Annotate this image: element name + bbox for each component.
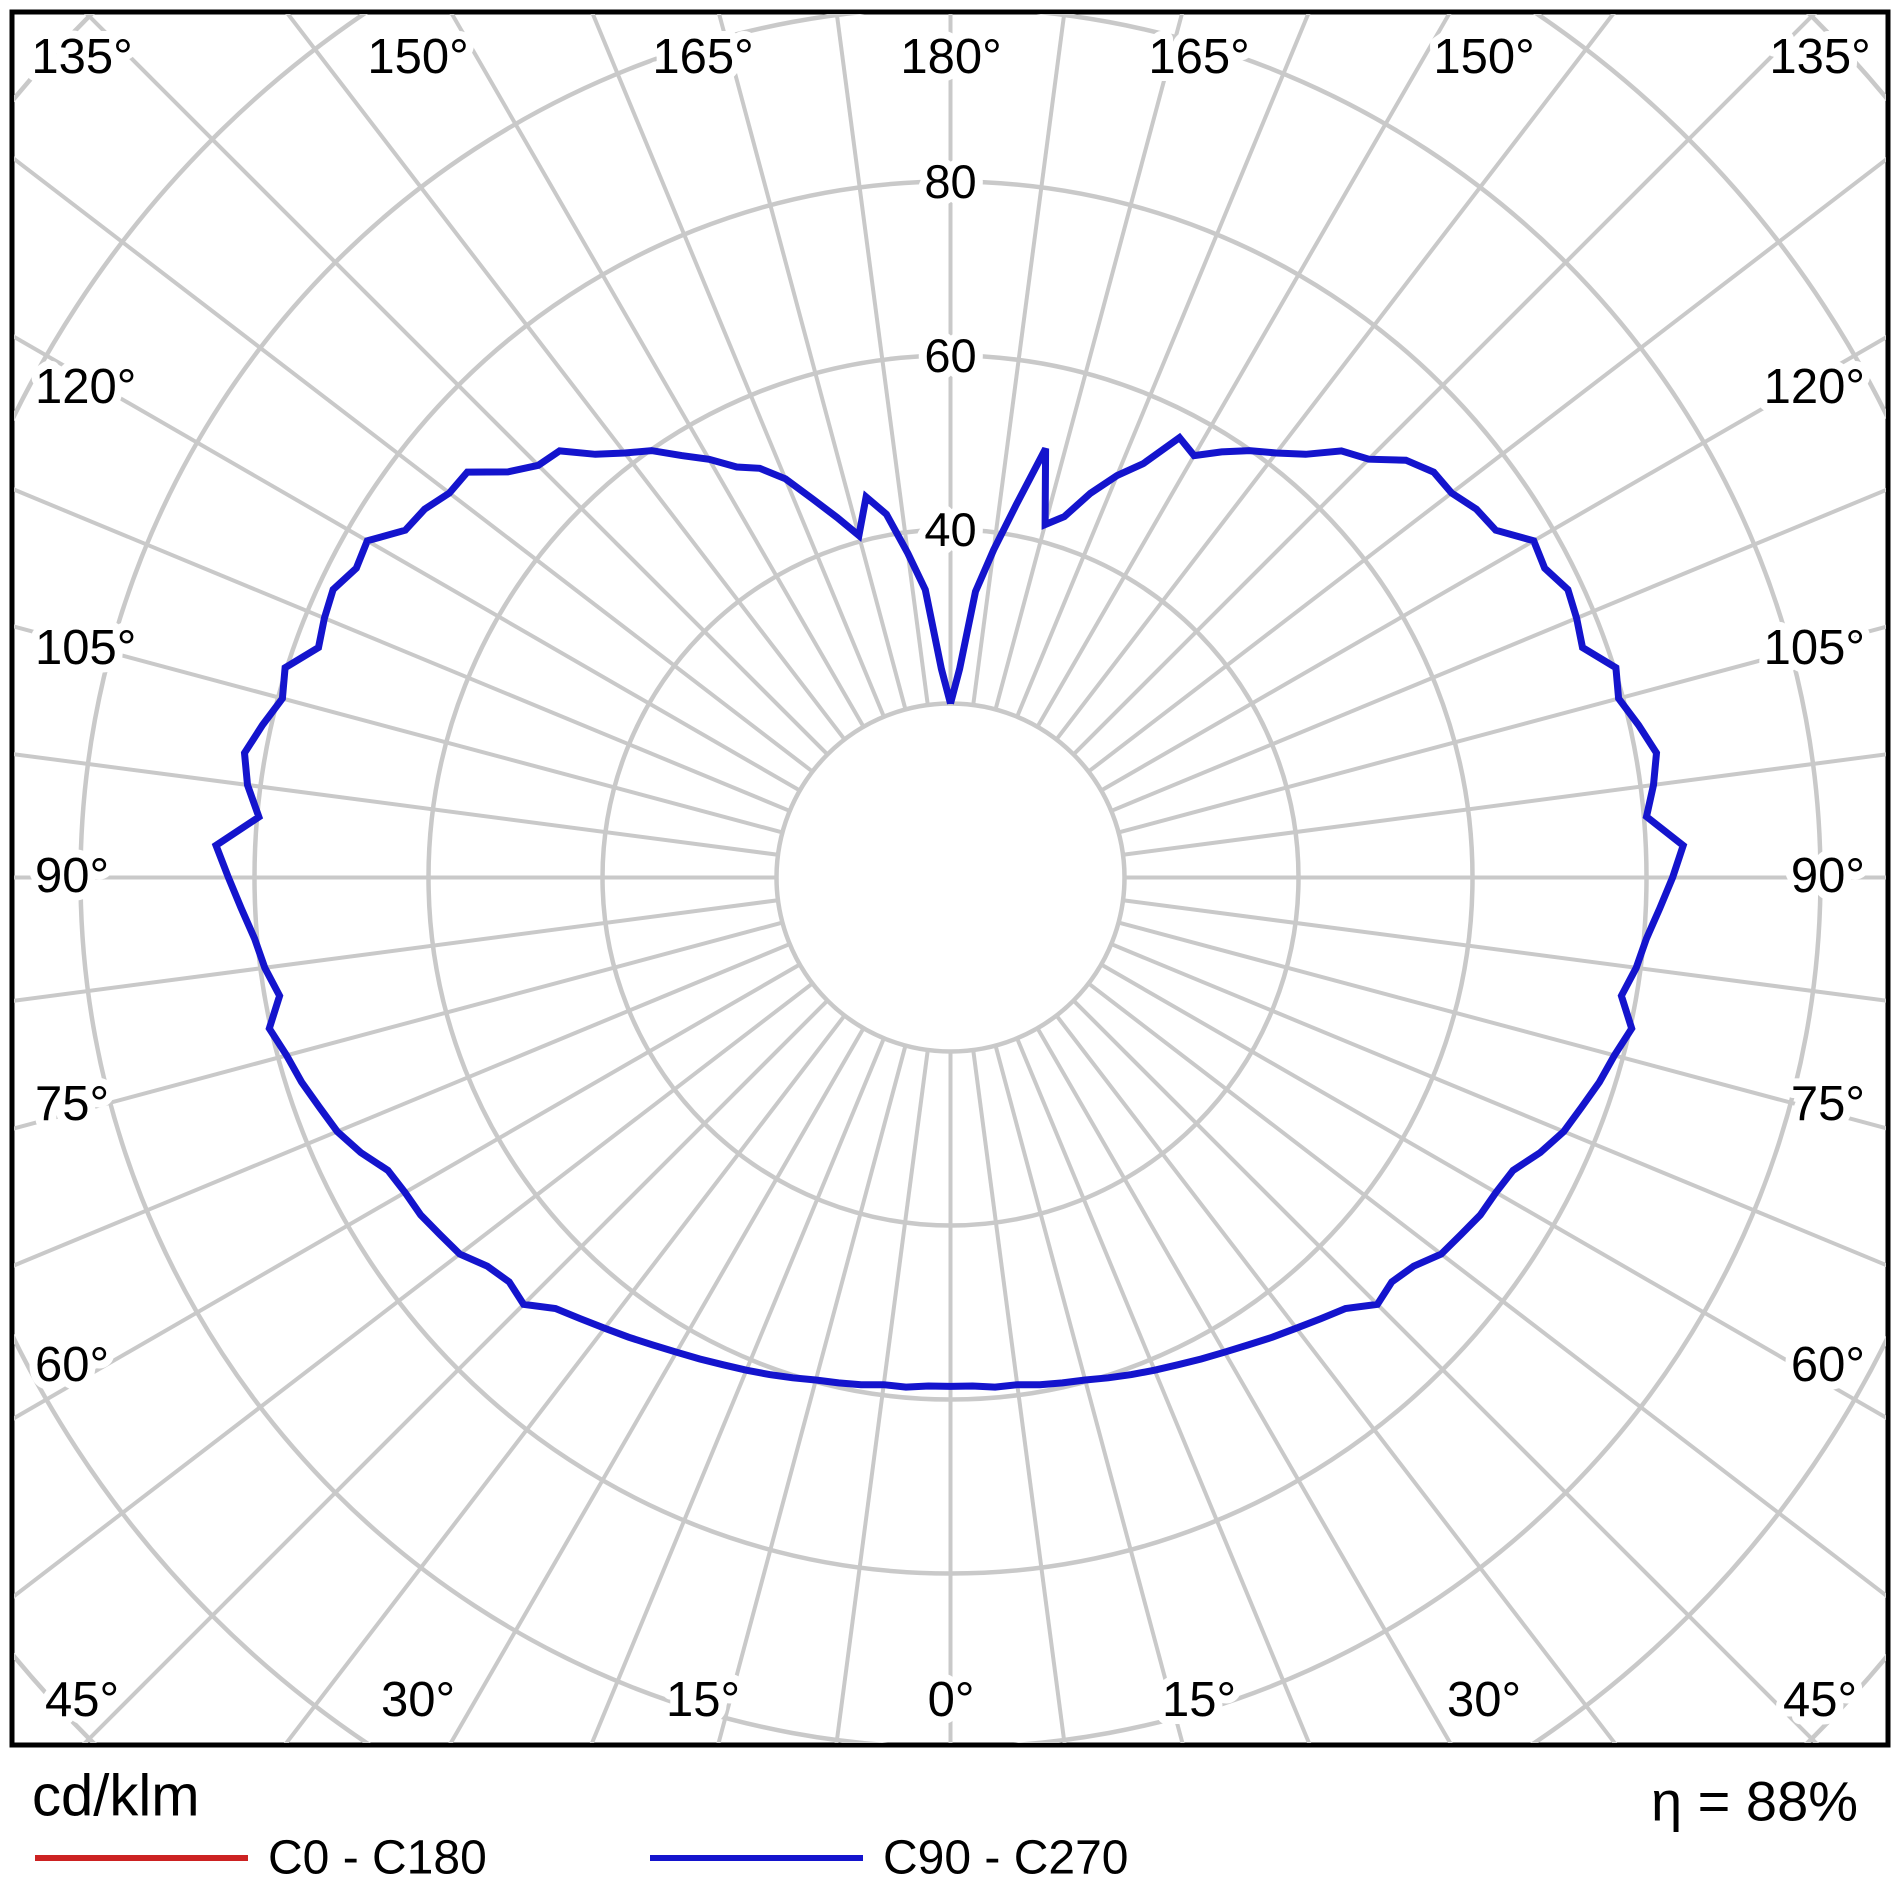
footer: cd/klm η = 88% C0 - C180 C90 - C270 xyxy=(32,1764,1858,1885)
angle-spoke-165 xyxy=(993,1045,1185,1743)
angle-spoke-330 xyxy=(449,14,866,728)
angle-spoke-67.5 xyxy=(1110,487,1886,813)
angle-label-right-4: 60° xyxy=(1791,1338,1865,1392)
angle-label-bottom-5: 30° xyxy=(1447,1673,1521,1727)
angle-spoke-22.5 xyxy=(1015,14,1311,718)
angle-label-top-3: 180° xyxy=(900,30,1001,84)
angle-label-top-5: 150° xyxy=(1433,30,1534,84)
angle-spoke-345 xyxy=(717,14,908,710)
angle-spoke-52.5 xyxy=(1087,157,1886,774)
angle-label-left-0: 120° xyxy=(35,360,136,414)
angle-spoke-75 xyxy=(1118,624,1886,835)
radial-label-40: 40 xyxy=(924,503,976,556)
legend: C0 - C180 C90 - C270 xyxy=(35,1832,1128,1885)
angle-label-top-0: 135° xyxy=(31,30,132,84)
angle-spoke-322.5 xyxy=(285,14,847,741)
angle-spoke-277.5 xyxy=(14,752,779,857)
angle-label-bottom-1: 30° xyxy=(381,1673,455,1727)
angle-spoke-315 xyxy=(84,14,829,756)
angle-label-top-4: 165° xyxy=(1148,30,1249,84)
angle-label-left-4: 60° xyxy=(35,1338,109,1392)
radial-label-80: 80 xyxy=(924,155,976,208)
angle-spoke-300 xyxy=(14,334,801,793)
angle-label-right-1: 105° xyxy=(1764,621,1865,675)
angle-label-bottom-0: 45° xyxy=(45,1673,119,1727)
angle-spoke-150 xyxy=(1035,1027,1453,1743)
angle-spoke-142.5 xyxy=(1054,1014,1618,1743)
angle-spoke-202.5 xyxy=(589,1037,886,1743)
angle-spoke-127.5 xyxy=(1087,981,1886,1598)
radial-value-labels: 40 60 80 xyxy=(916,147,984,564)
curve-c90-c270 xyxy=(211,432,1688,1391)
angle-label-left-2: 90° xyxy=(35,849,109,903)
intensity-curves xyxy=(211,432,1688,1391)
angle-spoke-210 xyxy=(448,1027,866,1743)
angle-spoke-285 xyxy=(14,624,783,835)
angle-spoke-120 xyxy=(1100,962,1886,1420)
angle-spoke-247.5 xyxy=(14,942,791,1268)
angle-labels: 135° 150° 165° 180° 165° 150° 135° 45° 30° 15° 0° 1… xyxy=(23,22,1878,1735)
angle-spoke-172.5 xyxy=(971,1049,1067,1743)
angle-spoke-225 xyxy=(82,999,829,1743)
angle-spoke-352.5 xyxy=(834,14,930,706)
angle-spoke-112.5 xyxy=(1110,942,1886,1268)
angle-label-right-2: 90° xyxy=(1791,849,1865,903)
angle-spoke-37.5 xyxy=(1054,14,1616,741)
angle-spoke-15 xyxy=(993,14,1184,710)
angle-label-bottom-6: 45° xyxy=(1783,1673,1857,1727)
legend-label-c0-c180: C0 - C180 xyxy=(268,1832,487,1885)
angle-label-bottom-2: 15° xyxy=(666,1673,740,1727)
angle-label-top-6: 135° xyxy=(1769,30,1870,84)
angle-spoke-337.5 xyxy=(590,14,886,718)
angle-spoke-232.5 xyxy=(14,981,814,1599)
angle-label-right-3: 75° xyxy=(1791,1077,1865,1131)
radial-label-60: 60 xyxy=(924,329,976,382)
legend-label-c90-c270: C90 - C270 xyxy=(883,1832,1128,1885)
angle-spoke-60 xyxy=(1100,335,1886,793)
angle-label-top-2: 165° xyxy=(652,30,753,84)
angle-label-right-0: 120° xyxy=(1764,360,1865,414)
angle-spoke-217.5 xyxy=(283,1014,847,1743)
angle-spoke-307.5 xyxy=(14,156,814,774)
angle-spoke-195 xyxy=(716,1045,908,1743)
angle-label-bottom-4: 15° xyxy=(1162,1673,1236,1727)
angle-spoke-262.5 xyxy=(14,898,779,1003)
angle-spoke-97.5 xyxy=(1122,898,1886,1003)
angle-spoke-292.5 xyxy=(14,487,791,813)
angle-spoke-45 xyxy=(1072,14,1817,756)
angle-spoke-157.5 xyxy=(1015,1037,1312,1743)
angle-spoke-30 xyxy=(1035,14,1452,728)
angle-label-bottom-3: 0° xyxy=(928,1673,975,1727)
angle-spoke-240 xyxy=(14,962,801,1421)
angle-label-left-1: 105° xyxy=(35,621,136,675)
angle-spoke-7.5 xyxy=(971,14,1067,706)
angle-spoke-82.5 xyxy=(1122,752,1886,857)
angle-label-left-3: 75° xyxy=(35,1077,109,1131)
angle-spoke-255 xyxy=(14,920,783,1131)
angle-spoke-135 xyxy=(1072,999,1819,1743)
unit-label: cd/klm xyxy=(32,1764,200,1829)
angle-label-top-1: 150° xyxy=(367,30,468,84)
angle-spoke-105 xyxy=(1118,920,1886,1131)
angle-spoke-187.5 xyxy=(834,1049,930,1743)
efficiency-label: η = 88% xyxy=(1651,1770,1858,1833)
